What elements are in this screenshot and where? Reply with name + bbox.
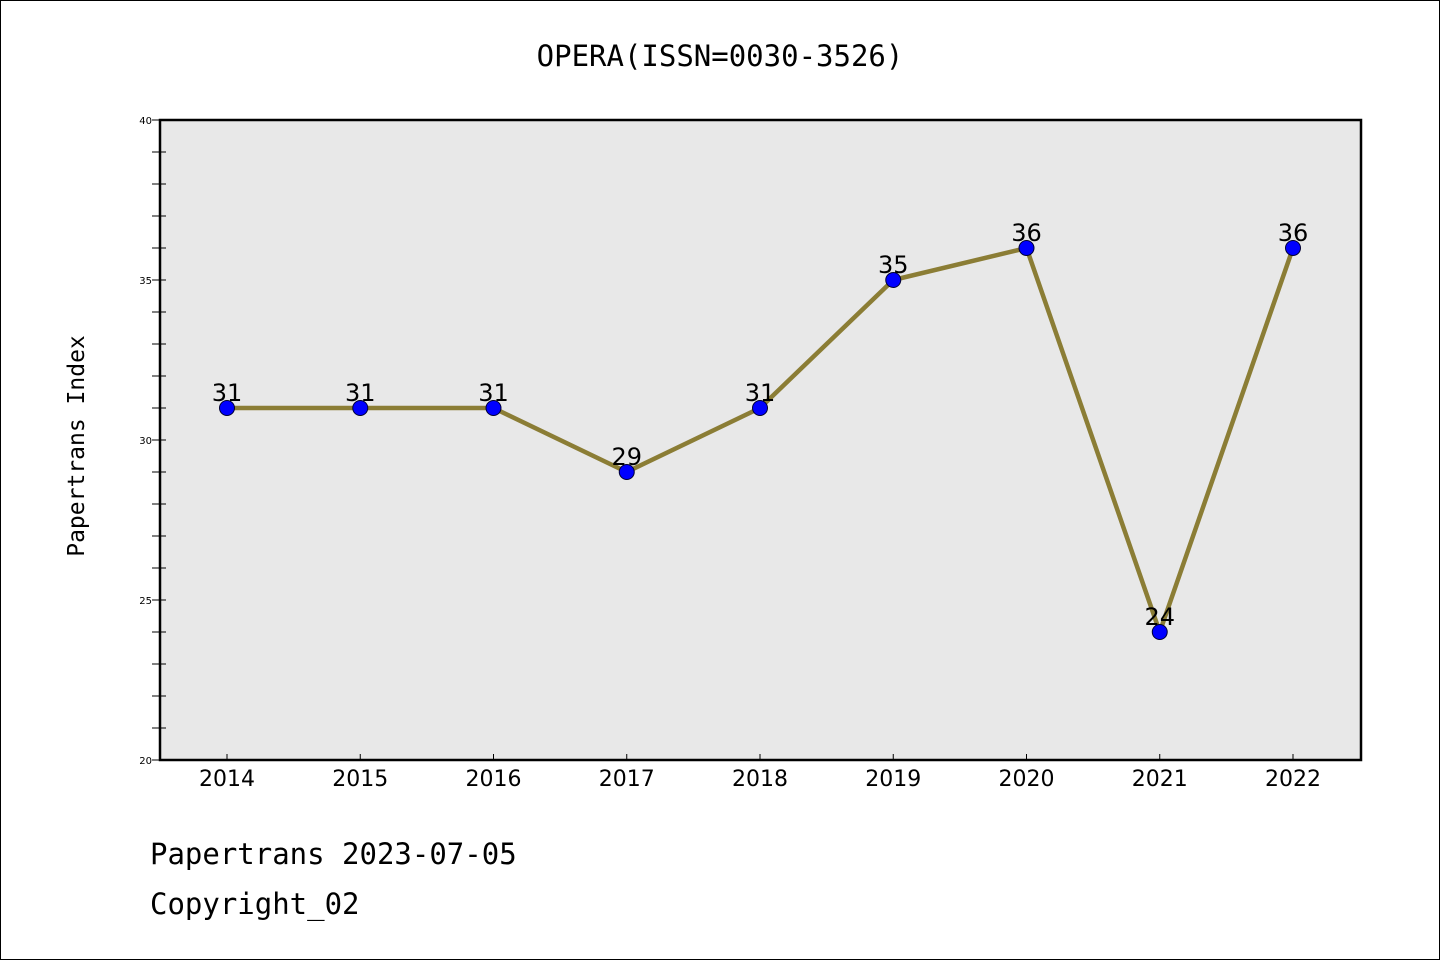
data-point <box>219 400 235 416</box>
data-point <box>752 400 768 416</box>
x-tick-label: 2018 <box>732 767 788 792</box>
data-point <box>1018 240 1035 256</box>
data-label: 36 <box>1278 219 1309 247</box>
x-axis-ticks: 2014 2015 2016 2017 2018 2019 2020 2021 2022 <box>199 754 1321 792</box>
y-axis-label: Papertrans Index <box>64 335 90 557</box>
data-point <box>1285 240 1301 256</box>
y-tick-label: 20 <box>139 756 152 767</box>
x-tick-label: 2020 <box>999 767 1055 792</box>
data-point <box>485 400 502 416</box>
x-tick-label: 2019 <box>865 767 921 792</box>
data-points <box>219 240 1301 640</box>
footer-copyright: Copyright_02 <box>150 887 360 922</box>
data-label: 36 <box>1011 219 1042 247</box>
footer-date: Papertrans 2023-07-05 <box>150 837 517 871</box>
data-label: 35 <box>878 251 909 279</box>
data-point <box>885 272 902 288</box>
y-tick-label: 40 <box>139 116 152 127</box>
data-label: 29 <box>611 443 642 471</box>
data-point <box>352 400 369 416</box>
plot-area <box>158 118 1363 762</box>
chart-title: OPERA(ISSN=0030-3526) <box>537 39 904 73</box>
data-labels: 31 31 31 29 31 35 36 24 36 <box>212 219 1309 631</box>
data-label: 31 <box>345 379 376 407</box>
x-tick-label: 2016 <box>466 767 522 792</box>
x-tick-label: 2014 <box>199 767 255 792</box>
x-tick-label: 2022 <box>1265 767 1321 792</box>
y-tick-label: 30 <box>139 436 152 447</box>
y-axis-ticks: 20 25 30 35 40 <box>139 116 166 767</box>
y-tick-label: 25 <box>139 596 152 607</box>
data-label: 31 <box>745 379 776 407</box>
data-point <box>618 464 635 480</box>
data-label: 24 <box>1144 603 1175 631</box>
x-tick-label: 2017 <box>599 767 655 792</box>
data-point <box>1151 624 1168 640</box>
y-tick-label: 35 <box>139 276 152 287</box>
x-tick-label: 2021 <box>1132 767 1188 792</box>
data-label: 31 <box>478 379 509 407</box>
x-tick-label: 2015 <box>332 767 388 792</box>
data-label: 31 <box>212 379 243 407</box>
